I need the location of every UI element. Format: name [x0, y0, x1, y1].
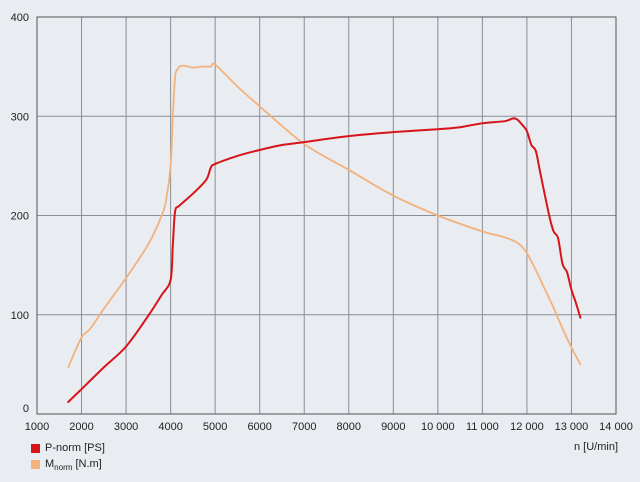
plot-border	[36, 16, 617, 415]
x-tick-label: 4000	[158, 421, 182, 433]
y-tick-label: 300	[11, 111, 29, 123]
x-tick-label: 5000	[203, 421, 227, 433]
legend-item-p-norm: P-norm [PS]	[31, 440, 105, 456]
series-layer	[67, 62, 582, 404]
x-tick-label: 10 000	[421, 421, 455, 433]
y-tick-label: 100	[11, 310, 29, 322]
y-tick-label: 400	[11, 12, 29, 24]
y-tick-label: 0	[23, 403, 29, 415]
legend-item-m-norm: Mnorm [N.m]	[31, 456, 105, 472]
x-tick-label: 6000	[247, 421, 271, 433]
x-tick-label: 11 000	[466, 421, 499, 433]
legend-swatch-p-norm	[31, 443, 40, 453]
series-line-p-norm	[67, 117, 582, 404]
legend-label-m-norm: Mnorm [N.m]	[45, 457, 102, 472]
legend-swatch-m-norm	[31, 459, 40, 469]
legend-label-p-norm: P-norm [PS]	[45, 442, 105, 454]
series-line-m-norm	[67, 62, 582, 369]
x-tick-label: 13 000	[555, 421, 589, 433]
x-tick-label: 7000	[292, 421, 316, 433]
legend-label-m-norm-sub: norm	[54, 462, 73, 472]
x-tick-label: 1000	[25, 421, 49, 433]
x-tick-label: 12 000	[510, 421, 544, 433]
x-tick-label: 3000	[114, 421, 138, 433]
tick-labels: 1000 2000 3000 4000 5000 6000 7000 8000 9000 10 0…	[11, 12, 633, 433]
x-tick-label: 14 000	[599, 421, 633, 433]
x-axis-label: n [U/min]	[573, 441, 618, 453]
y-tick-label: 200	[11, 211, 29, 223]
legend: P-norm [PS] Mnorm [N.m]	[31, 440, 105, 472]
axes	[36, 16, 617, 415]
x-tick-label: 2000	[69, 421, 93, 433]
x-tick-label: 9000	[381, 421, 405, 433]
x-tick-label: 8000	[337, 421, 361, 433]
